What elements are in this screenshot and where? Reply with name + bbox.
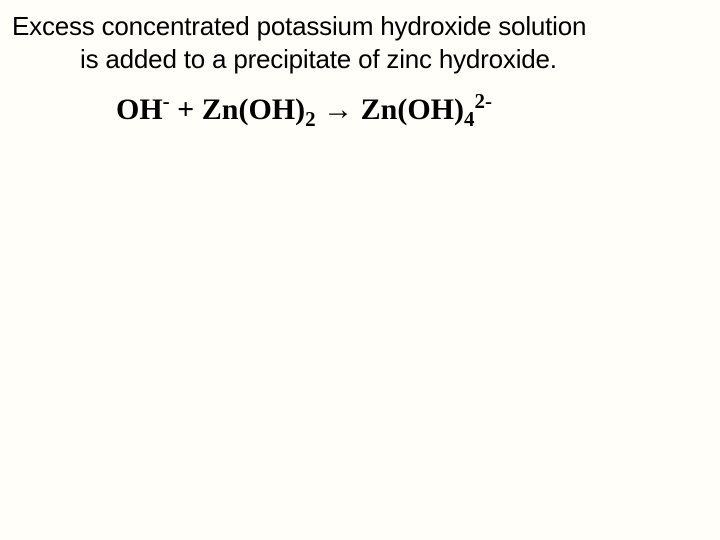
chemical-equation: OH- + Zn(OH)2 → Zn(OH)42- — [12, 93, 708, 127]
prompt-line-1: Excess concentrated potassium hydroxide … — [12, 11, 586, 41]
product-base: Zn(OH) — [361, 93, 464, 126]
reaction-arrow: → — [316, 93, 361, 126]
reactant-2-subscript: 2 — [305, 107, 316, 131]
reactant-2: Zn(OH)2 — [202, 93, 316, 126]
product: Zn(OH)42- — [361, 93, 492, 126]
product-superscript: 2- — [475, 89, 493, 113]
reactant-1-base: OH — [116, 93, 163, 126]
slide: Excess concentrated potassium hydroxide … — [0, 0, 720, 540]
plus-sign: + — [170, 93, 202, 126]
product-subscript: 4 — [464, 107, 475, 131]
reactant-1: OH- — [116, 93, 170, 126]
prompt-text: Excess concentrated potassium hydroxide … — [12, 10, 708, 75]
reactant-1-superscript: - — [163, 89, 170, 113]
reactant-2-base: Zn(OH) — [202, 93, 305, 126]
prompt-line-2: is added to a precipitate of zinc hydrox… — [12, 43, 708, 76]
